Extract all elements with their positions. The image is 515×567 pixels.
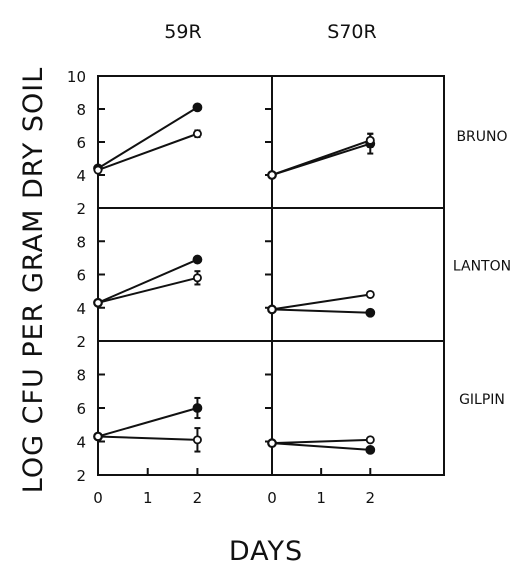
data-point-filled <box>365 444 376 455</box>
data-point-open <box>93 431 103 441</box>
series-line <box>97 276 198 304</box>
data-point-open <box>192 273 202 283</box>
data-point-filled <box>192 403 203 413</box>
y-tick-label: 6 <box>76 400 86 418</box>
row-title: GILPIN <box>459 392 505 408</box>
data-point-open <box>267 170 277 180</box>
y-tick-label: 4 <box>76 167 86 185</box>
data-point-open <box>192 129 202 139</box>
y-tick-label: 8 <box>76 101 86 119</box>
data-point-open <box>267 438 277 448</box>
data-point-open <box>365 135 375 145</box>
data-point-filled <box>192 254 203 265</box>
series-line <box>97 106 198 170</box>
data-point-open <box>365 289 375 299</box>
data-point-open <box>365 435 375 445</box>
row-title: BRUNO <box>456 129 507 145</box>
x-tick-label: 2 <box>193 489 203 507</box>
y-tick-label: 6 <box>76 134 86 152</box>
y-tick-label: 4 <box>76 300 86 318</box>
x-tick-label: 0 <box>93 489 103 507</box>
x-axis-label: DAYS <box>229 536 303 567</box>
x-tick-label: 0 <box>267 489 277 507</box>
row-title: LANTON <box>453 259 511 275</box>
series-line <box>97 407 198 438</box>
y-tick-label: 2 <box>76 333 86 351</box>
series-line <box>271 442 371 451</box>
data-point-filled <box>192 102 203 113</box>
series-line <box>271 139 371 176</box>
series-line <box>97 132 198 171</box>
series-line <box>271 308 371 314</box>
data-point-open <box>267 304 277 314</box>
series-line <box>97 258 198 304</box>
series-line <box>271 438 371 445</box>
data-point-open <box>93 165 103 175</box>
y-tick-label: 2 <box>76 467 86 485</box>
series-line <box>271 293 371 311</box>
y-tick-label: 8 <box>76 367 86 385</box>
y-tick-label: 4 <box>76 434 86 452</box>
column-title: 59R <box>164 21 201 43</box>
x-tick-label: 2 <box>366 489 376 507</box>
series-line <box>97 435 198 441</box>
y-tick-label: 10 <box>67 68 86 86</box>
data-point-open <box>93 298 103 308</box>
y-tick-label: 2 <box>76 200 86 218</box>
y-tick-label: 6 <box>76 267 86 285</box>
column-title: S70R <box>327 21 376 43</box>
x-tick-label: 1 <box>143 489 153 507</box>
x-tick-label: 1 <box>316 489 326 507</box>
data-point-filled <box>365 307 376 318</box>
data-point-open <box>192 435 202 445</box>
y-axis-label: LOG CFU PER GRAM DRY SOIL <box>18 67 49 493</box>
y-tick-label: 8 <box>76 233 86 251</box>
